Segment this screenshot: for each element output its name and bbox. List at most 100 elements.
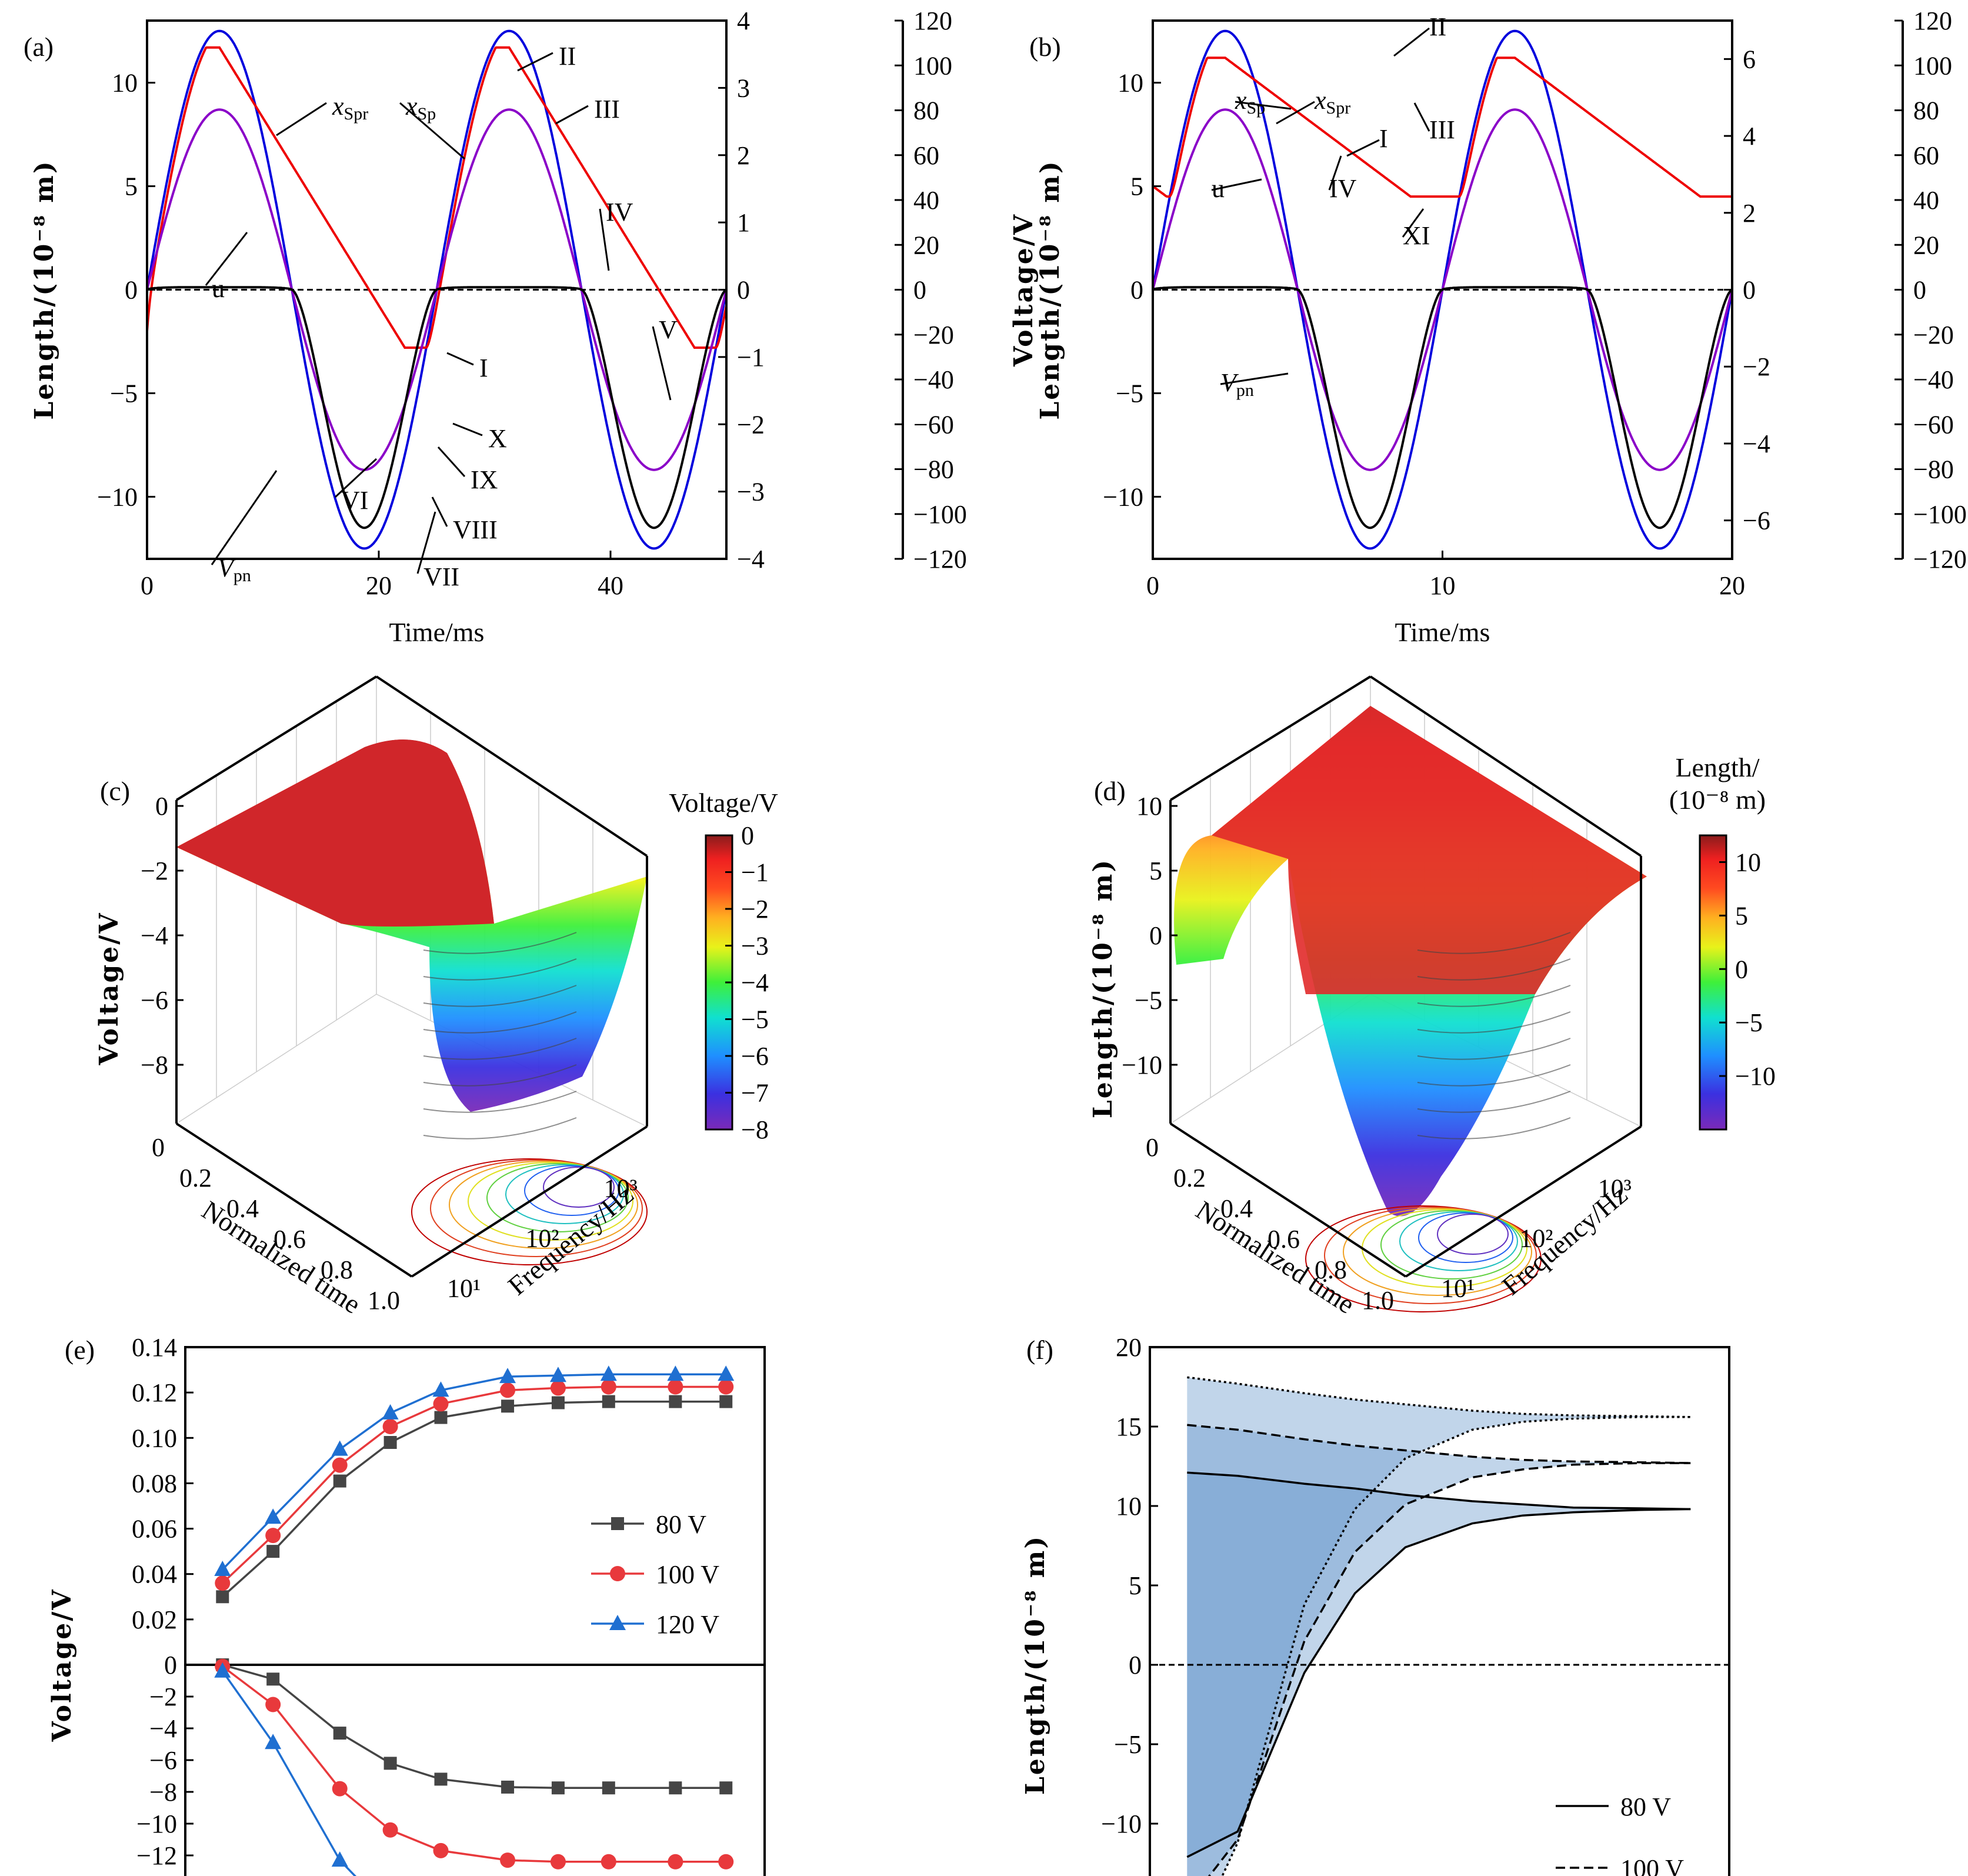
series-80-v-upper [1187, 1471, 1691, 1511]
marker-circle [433, 1842, 449, 1858]
annotation-viii: VIII [453, 515, 498, 544]
annotation-main: x [1235, 86, 1247, 115]
panel-a: (a)0 20 40−10−50510−4−3−2−101234−120−100−8… [24, 6, 1039, 647]
top-right-edge [1369, 675, 1642, 857]
marker-square [266, 1545, 280, 1558]
annotation-sub: Sp [1247, 98, 1266, 118]
y-tick-label: 10³ [1598, 1174, 1632, 1203]
x-tick-label: 40 [598, 571, 623, 600]
annotation-main: V [1220, 368, 1239, 397]
annotation-leader [652, 326, 672, 401]
floor-contour [1305, 1205, 1542, 1312]
marker-circle [601, 1854, 616, 1870]
marker-circle [610, 1566, 625, 1581]
y-tick-label: −5 [1116, 379, 1143, 408]
series-x-spr [146, 46, 728, 349]
y3-tick-label: 100 [1913, 51, 1952, 80]
marker-circle [718, 1854, 734, 1870]
panel-label: (c) [100, 776, 130, 806]
annotation-leader [205, 232, 248, 286]
y2-tick-label: 4 [1743, 122, 1756, 151]
marker-triangle [549, 1367, 566, 1382]
y3-tick-label: −100 [913, 500, 967, 529]
y2-tick-label: −3 [737, 478, 765, 507]
colorbar-title: Voltage/V [669, 788, 778, 818]
x-tick-label: 0.6 [1267, 1225, 1300, 1254]
surface-plateau [1212, 706, 1647, 994]
series-80-v-lower [1186, 1508, 1691, 1858]
z-tick-label: −8 [141, 1051, 168, 1079]
y2-tick-label: 6 [1743, 45, 1756, 74]
annotation-leader [211, 470, 278, 565]
series-v-pn [146, 286, 727, 529]
marker-square [383, 1757, 397, 1770]
floor-contour [543, 1167, 615, 1208]
y3-tick-label: −60 [913, 410, 954, 439]
floor-contour [468, 1162, 633, 1241]
y-axis-title: Frequency/Hz [1496, 1179, 1633, 1301]
surface-contour [423, 1117, 577, 1139]
marker-square [434, 1411, 448, 1424]
annotation-x-spr: xSpr [1314, 86, 1350, 118]
marker-square [333, 1727, 346, 1740]
y-tick-label: 0.08 [132, 1469, 177, 1498]
legend-label: 80 V [656, 1510, 706, 1539]
x-tick-label: 0 [152, 1133, 165, 1162]
series-v-pn [1152, 286, 1733, 529]
x-tick-label: 0.6 [273, 1225, 306, 1254]
annotation-iv: IV [606, 198, 633, 226]
y2-tick-label: −2 [1743, 352, 1770, 381]
floor-contour [524, 1165, 619, 1216]
legend-label: 120 V [656, 1610, 719, 1639]
series-120-v [221, 1670, 357, 1876]
floor-contour [1437, 1214, 1509, 1255]
floor-contour [1418, 1212, 1513, 1263]
marker-circle [668, 1854, 683, 1870]
marker-triangle [499, 1368, 516, 1384]
series-100-v-lower [1208, 1462, 1691, 1876]
annotation-x: X [488, 424, 507, 453]
top-left-edge [1169, 675, 1372, 801]
annotation-iii: III [594, 95, 620, 124]
legend-label: 100 V [1620, 1854, 1684, 1876]
z-axis-title: Voltage/V [94, 912, 124, 1066]
colorbar [1699, 834, 1727, 1131]
marker-circle [265, 1697, 281, 1712]
marker-square [551, 1396, 565, 1410]
surface-contour [423, 1038, 577, 1060]
annotation-leader [446, 352, 474, 366]
colorbar-tick-label: 10 [1735, 848, 1761, 877]
floor-contour [486, 1163, 629, 1232]
y-tick-label: 10 [112, 69, 138, 98]
y-tick-label: −6 [149, 1746, 177, 1775]
marker-triangle [382, 1404, 399, 1420]
panel-f: (f)−20−15−10−5051015200.010.111080 V100 … [1020, 1333, 1730, 1876]
x-axis-edge [175, 1122, 413, 1278]
y2-tick-label: 2 [1743, 199, 1756, 228]
series-80-v [222, 1664, 726, 1789]
x-tick-label: 0.4 [226, 1194, 259, 1223]
z-tick-label: 5 [1149, 857, 1162, 885]
panel-b: (b)0 10 20−10−50510−6−4−20246−120−100−80−6… [1029, 6, 1967, 647]
annotation-leader [1328, 155, 1342, 191]
marker-circle [332, 1781, 348, 1797]
marker-circle [215, 1575, 231, 1591]
marker-circle [500, 1852, 516, 1868]
y-tick-label: 0 [164, 1651, 177, 1680]
series-120-v [222, 1373, 726, 1571]
x-tick-label: 0.2 [179, 1164, 212, 1192]
surface-contour [1417, 1064, 1571, 1087]
y-tick-label: 0.04 [132, 1560, 177, 1589]
colorbar-tick-label: −1 [741, 858, 769, 887]
y-tick-label: 10¹ [1441, 1274, 1475, 1303]
y-axis-title: Voltage/V [47, 1588, 77, 1742]
colorbar-tick-label: −2 [741, 895, 769, 924]
surface-contour [423, 985, 577, 1007]
y3-tick-label: 40 [913, 186, 939, 215]
y-tick-label: −10 [97, 482, 138, 511]
marker-square [719, 1395, 733, 1408]
top-left-edge [175, 675, 378, 801]
y2-tick-label: 3 [737, 74, 750, 102]
